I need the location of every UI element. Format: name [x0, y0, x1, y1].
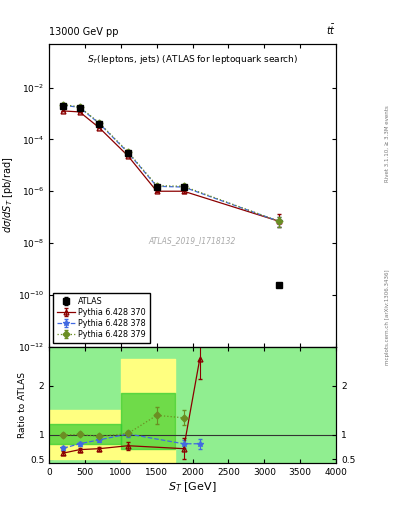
Text: Rivet 3.1.10, ≥ 3.3M events: Rivet 3.1.10, ≥ 3.3M events: [385, 105, 390, 182]
Y-axis label: $d\sigma/dS_{T}$ [pb/rad]: $d\sigma/dS_{T}$ [pb/rad]: [1, 157, 15, 233]
X-axis label: $S_T$ [GeV]: $S_T$ [GeV]: [168, 480, 217, 494]
Text: $S_T$(leptons, jets) (ATLAS for leptoquark search): $S_T$(leptons, jets) (ATLAS for leptoqua…: [87, 53, 298, 66]
Y-axis label: Ratio to ATLAS: Ratio to ATLAS: [18, 372, 27, 438]
Text: mcplots.cern.ch [arXiv:1306.3436]: mcplots.cern.ch [arXiv:1306.3436]: [385, 270, 390, 365]
Legend: ATLAS, Pythia 6.428 370, Pythia 6.428 378, Pythia 6.428 379: ATLAS, Pythia 6.428 370, Pythia 6.428 37…: [53, 293, 150, 343]
Text: 13000 GeV pp: 13000 GeV pp: [49, 27, 119, 37]
Text: $t\bar{t}$: $t\bar{t}$: [326, 23, 336, 37]
Text: ATLAS_2019_I1718132: ATLAS_2019_I1718132: [149, 236, 236, 245]
